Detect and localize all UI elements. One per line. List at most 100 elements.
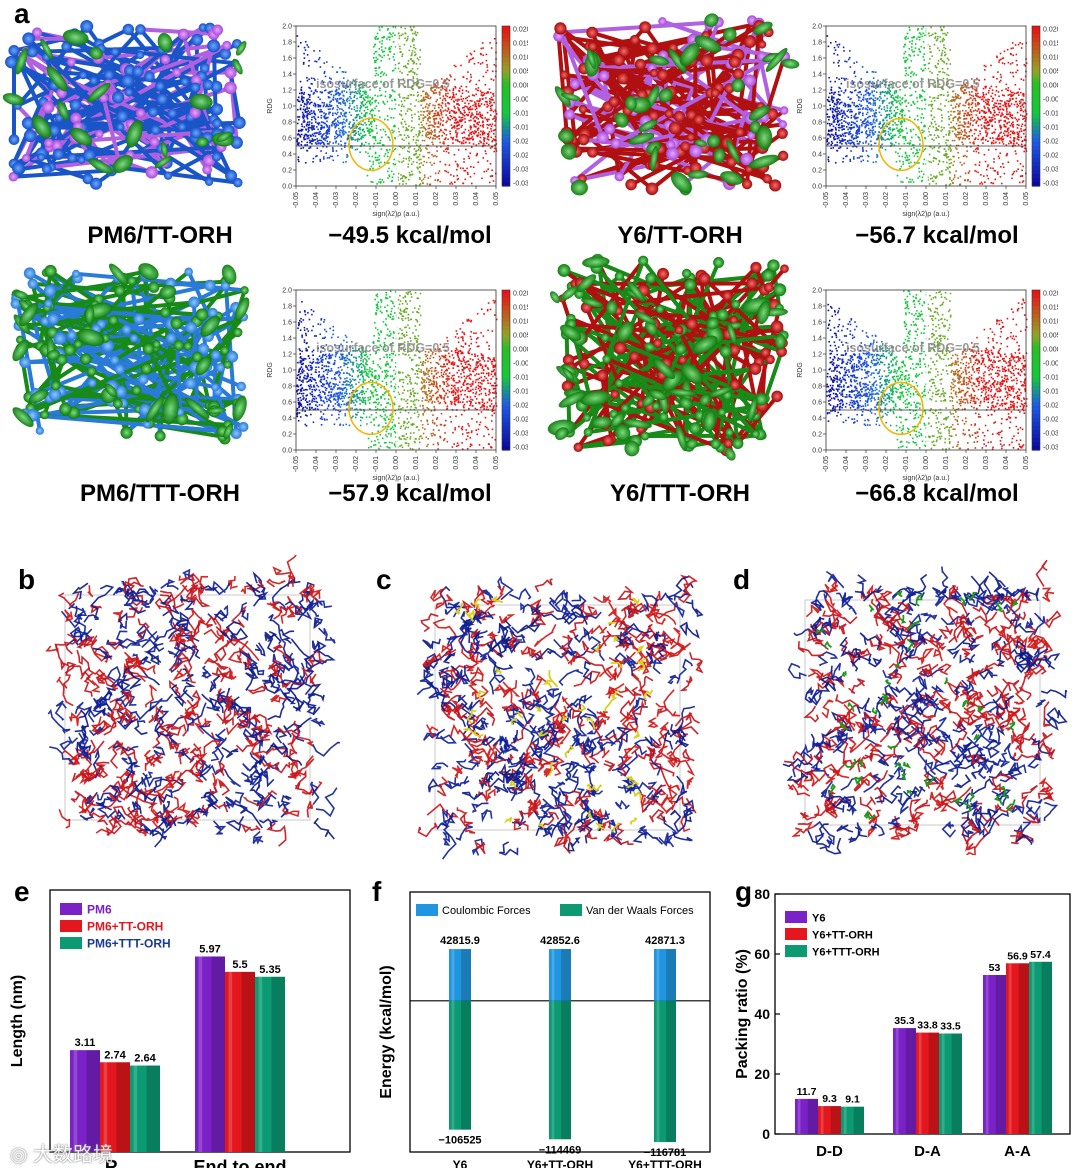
x-tick-label: -0.05 (293, 192, 300, 208)
y-tick-label: 1.0 (812, 104, 822, 111)
caption-y6-tt-orh: Y6/TT-ORH (617, 222, 743, 249)
y-tick-label: 0.0 (282, 448, 292, 455)
y-axis-label: Energy (kcal/mol) (378, 965, 395, 1098)
x-tick-label: -0.03 (863, 456, 870, 472)
x-tick-label: 0.05 (493, 192, 500, 206)
y-tick-label: 1.6 (282, 320, 292, 327)
y-tick-label: 0.4 (282, 416, 292, 423)
bar (100, 1062, 130, 1152)
legend-entry: Y6+TT-ORH (812, 930, 873, 942)
colorbar-tick-label: -0.005 (1043, 97, 1058, 104)
legend-swatch (60, 920, 82, 932)
simulation-box (804, 599, 1041, 826)
data-label: 5.35 (259, 964, 280, 976)
panel-label-e: e (14, 876, 30, 907)
y-tick-label: 1.8 (282, 40, 292, 47)
x-tick-label: 0.00 (393, 192, 400, 206)
rdg-points (826, 26, 1028, 186)
bar (549, 1000, 571, 1140)
watermark-text: 大数路境 (33, 1144, 114, 1166)
colorbar-tick-label: -0.025 (513, 153, 528, 160)
rdg-plot-pm6-ttt-orh: isosurface of RDG=0.5 0.0 0.2 0.4 0.6 0.8 1.0 1… (267, 288, 528, 483)
x-axis-label: sign(λ2)ρ (a.u.) (372, 211, 419, 218)
colorbar-tick-label: -0.015 (513, 125, 528, 132)
data-label: 5.97 (199, 943, 220, 955)
colorbar-tick-label: 0.005 (1043, 69, 1058, 76)
caption-pm6-ttt-orh: PM6/TTT-ORH (80, 480, 240, 507)
y-tick-label: 1.2 (812, 352, 822, 359)
colorbar-tick-label: 0.020 (1043, 27, 1058, 34)
x-axis-label: sign(λ2)ρ (a.u.) (372, 475, 419, 482)
x-tick-label: -0.04 (313, 456, 320, 472)
y-tick-label: 0.2 (812, 168, 822, 175)
iso-text: isosurface of RDG=0.5 (846, 341, 980, 355)
colorbar-tick-label: -0.035 (1043, 445, 1058, 452)
data-label: 42852.6 (540, 935, 580, 947)
x-tick-label: -0.03 (333, 192, 340, 208)
x-tick-label: 0.03 (983, 456, 990, 470)
x-tick-label: 0.03 (983, 192, 990, 206)
x-tick-label: 0.03 (453, 192, 460, 206)
category-label: A-A (1004, 1143, 1031, 1160)
x-tick-label: 0.01 (413, 456, 420, 470)
caption-y6-ttt-orh: Y6/TTT-ORH (609, 480, 750, 507)
bar (1006, 963, 1029, 1134)
data-label: −114469 (539, 1144, 582, 1156)
bar (225, 971, 255, 1152)
y-tick-label: 40 (754, 1006, 770, 1022)
x-tick-label: 0.05 (1023, 456, 1030, 470)
y-tick-label: 0.8 (282, 384, 292, 391)
colorbar (501, 25, 511, 187)
colorbar-tick-label: -0.035 (513, 445, 528, 452)
bar (449, 1000, 471, 1130)
category-label: End to end (194, 1157, 287, 1168)
legend-swatch (560, 904, 582, 916)
bar (449, 949, 471, 1001)
colorbar (1031, 289, 1041, 451)
y-tick-label: 1.6 (812, 56, 822, 63)
energy-pm6-tt-orh: −49.5 kcal/mol (328, 222, 492, 249)
colorbar-tick-label: 0.010 (513, 319, 528, 326)
y-tick-label: 1.2 (282, 88, 292, 95)
x-tick-label: 0.04 (473, 456, 480, 470)
y-axis-label: RDG (267, 98, 274, 114)
legend-swatch (60, 903, 82, 915)
colorbar-tick-label: 0.015 (513, 41, 528, 48)
x-tick-label: -0.02 (353, 456, 360, 472)
watermark-icon: ◎ (10, 1144, 34, 1166)
legend-swatch (60, 937, 82, 949)
y-tick-label: 2.0 (282, 288, 292, 295)
x-tick-label: -0.03 (333, 456, 340, 472)
md-snapshot-pm6-y6 (45, 555, 340, 848)
bar (549, 949, 571, 1001)
x-tick-label: -0.04 (313, 192, 320, 208)
y-tick-label: 1.4 (282, 72, 292, 79)
legend-entry: Y6 (812, 913, 825, 925)
colorbar-tick-label: 0.010 (1043, 55, 1058, 62)
x-tick-label: 0.04 (473, 192, 480, 206)
x-tick-label: -0.02 (353, 192, 360, 208)
y-tick-label: 0.4 (812, 152, 822, 159)
x-axis-label: sign(λ2)ρ (a.u.) (902, 475, 949, 482)
colorbar-tick-label: -0.030 (513, 167, 528, 174)
panel-label-g: g (735, 876, 753, 907)
x-tick-label: 0.01 (943, 456, 950, 470)
y-tick-label: 1.4 (812, 72, 822, 79)
x-tick-label: -0.01 (903, 192, 910, 208)
y-tick-label: 1.4 (282, 336, 292, 343)
plot-frame (409, 891, 711, 1153)
colorbar-tick-label: -0.025 (1043, 153, 1058, 160)
y-tick-label: 0.2 (282, 432, 292, 439)
y-tick-label: 80 (754, 886, 770, 902)
iso-text: isosurface of RDG=0.5 (846, 77, 980, 91)
energy-y6-tt-orh: −56.7 kcal/mol (855, 222, 1019, 249)
rdg-plot-y6-tt-orh: isosurface of RDG=0.5 0.0 0.2 0.4 0.6 0.8 1.0 1… (797, 24, 1058, 219)
bar (893, 1028, 916, 1134)
x-tick-label: -0.01 (373, 456, 380, 472)
colorbar-tick-label: -0.030 (513, 431, 528, 438)
x-tick-label: 0.03 (453, 456, 460, 470)
x-axis-label: sign(λ2)ρ (a.u.) (902, 211, 949, 218)
bar (818, 1106, 841, 1134)
bar (939, 1033, 962, 1134)
colorbar-tick-label: -0.035 (1043, 181, 1058, 188)
